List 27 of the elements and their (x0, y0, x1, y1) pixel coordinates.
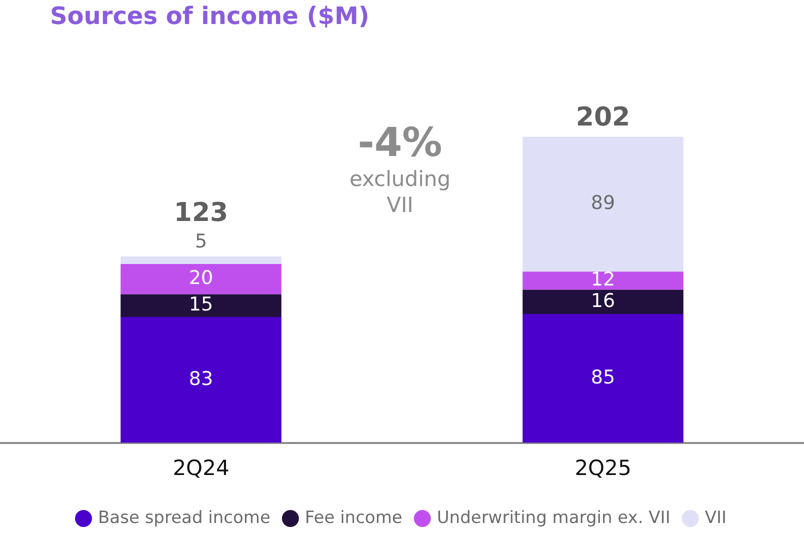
data-label: 12 (590, 268, 616, 291)
data-label: 83 (188, 368, 214, 390)
bar (522, 290, 684, 314)
data-label: 15 (188, 294, 214, 316)
bar (522, 136, 684, 272)
data-label: 85 (590, 366, 616, 388)
total-label: 202 (576, 102, 630, 132)
data-label: 5 (194, 230, 208, 252)
legend-label: Fee income (304, 508, 402, 528)
annotation: -4% (356, 120, 444, 166)
x-tick-label: 2Q24 (172, 456, 230, 480)
bar (522, 272, 684, 290)
data-label: 20 (188, 267, 214, 290)
bar (120, 317, 282, 443)
x-tick-label: 2Q25 (574, 456, 632, 480)
legend-label: Underwriting margin ex. VII (436, 508, 670, 528)
bar (120, 294, 282, 318)
chart-title: Sources of income ($M) (50, 2, 370, 30)
bar (522, 314, 684, 443)
bar (120, 256, 282, 264)
bar (120, 264, 282, 294)
data-label: 89 (590, 192, 616, 214)
total-label: 123 (174, 198, 228, 228)
data-label: 16 (590, 290, 616, 312)
legend-label: VII (704, 508, 726, 528)
annotation: excluding VII (348, 166, 452, 218)
legend-label: Base spread income (98, 508, 270, 528)
